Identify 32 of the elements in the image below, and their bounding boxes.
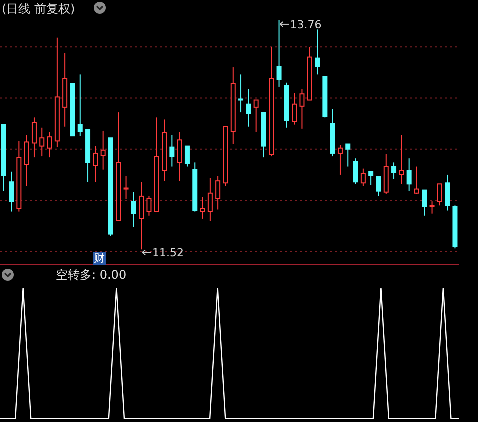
candlestick (300, 88, 305, 130)
candlestick (131, 192, 136, 228)
candlestick (208, 178, 213, 222)
chart-title: (日线 前复权) (2, 1, 76, 18)
candlestick (399, 134, 404, 185)
candlestick (93, 146, 98, 183)
annotation: 财 (93, 252, 106, 265)
candlestick (32, 117, 37, 158)
candlestick (54, 37, 60, 148)
candlestick (445, 174, 450, 212)
candlestick (200, 196, 206, 220)
candlestick (238, 74, 244, 114)
candlestick (216, 175, 221, 210)
candlestick (170, 134, 175, 168)
candlestick (162, 119, 168, 182)
candlestick (406, 158, 412, 192)
annotation: 13.76 (290, 18, 322, 32)
candlestick (24, 134, 30, 187)
candlestick (62, 52, 68, 128)
candlestick (9, 171, 14, 212)
candlestick (40, 127, 45, 158)
candlestick (100, 130, 106, 170)
candlestick (16, 140, 22, 212)
candlestick (315, 29, 320, 76)
annotation: 11.52 (152, 246, 184, 260)
candlestick (230, 67, 236, 145)
candlestick (177, 131, 182, 182)
candlestick (139, 182, 144, 250)
candlestick (124, 175, 129, 200)
chart-title: 空转多: 0.00 (56, 267, 127, 284)
candlestick (246, 88, 252, 128)
candlestick (47, 131, 52, 158)
